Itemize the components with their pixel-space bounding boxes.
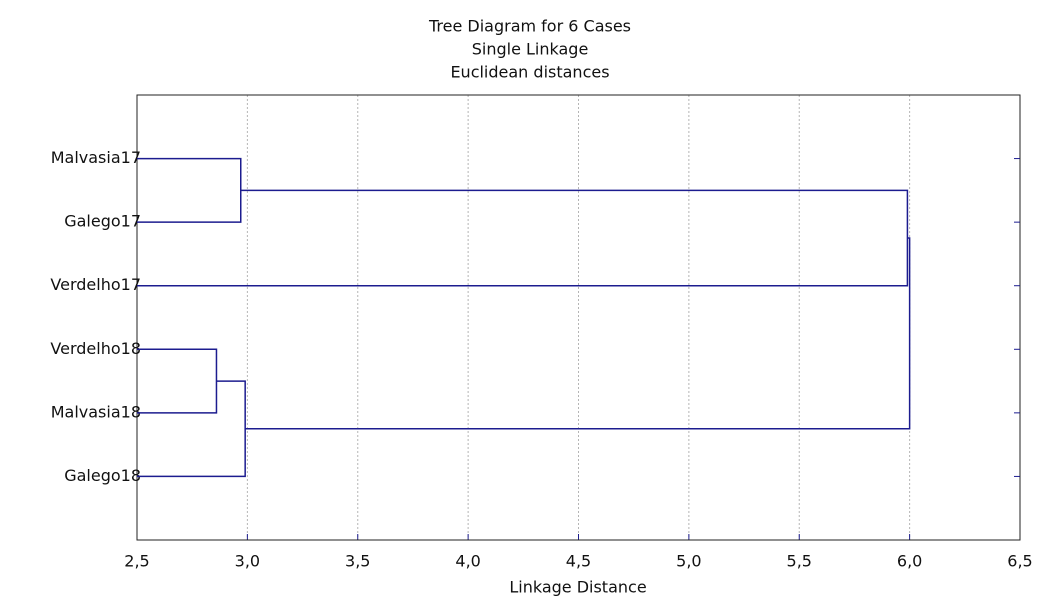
x-tick-label: 3,0 — [235, 552, 260, 571]
x-tick-label: 4,0 — [455, 552, 480, 571]
dendrogram-link — [137, 157, 242, 223]
x-tick-label: 4,5 — [566, 552, 591, 571]
x-tick-label: 3,5 — [345, 552, 370, 571]
leaf-label: Galego17 — [64, 212, 141, 231]
leaf-label: Galego18 — [64, 466, 141, 485]
dendrogram-link — [137, 348, 218, 414]
dendrogram-link — [137, 380, 246, 478]
leaf-label: Malvasia18 — [51, 402, 141, 421]
plot-frame — [136, 94, 1021, 541]
chart-subtitle: Single Linkage — [472, 40, 589, 59]
x-axis-label: Linkage Distance — [509, 578, 646, 597]
x-tick-label: 5,0 — [676, 552, 701, 571]
x-tick-label: 5,5 — [787, 552, 812, 571]
chart-subtitle: Euclidean distances — [450, 63, 609, 82]
leaf-label: Verdelho17 — [50, 275, 141, 294]
x-tick-label: 6,0 — [897, 552, 922, 571]
chart-title: Tree Diagram for 6 Cases — [428, 17, 631, 36]
x-tick-label: 6,5 — [1007, 552, 1032, 571]
x-tick-label: 2,5 — [124, 552, 149, 571]
leaf-label: Malvasia17 — [51, 148, 141, 167]
dendrogram-link — [137, 189, 909, 287]
dendrogram-link — [245, 237, 911, 430]
leaf-label: Verdelho18 — [50, 339, 141, 358]
